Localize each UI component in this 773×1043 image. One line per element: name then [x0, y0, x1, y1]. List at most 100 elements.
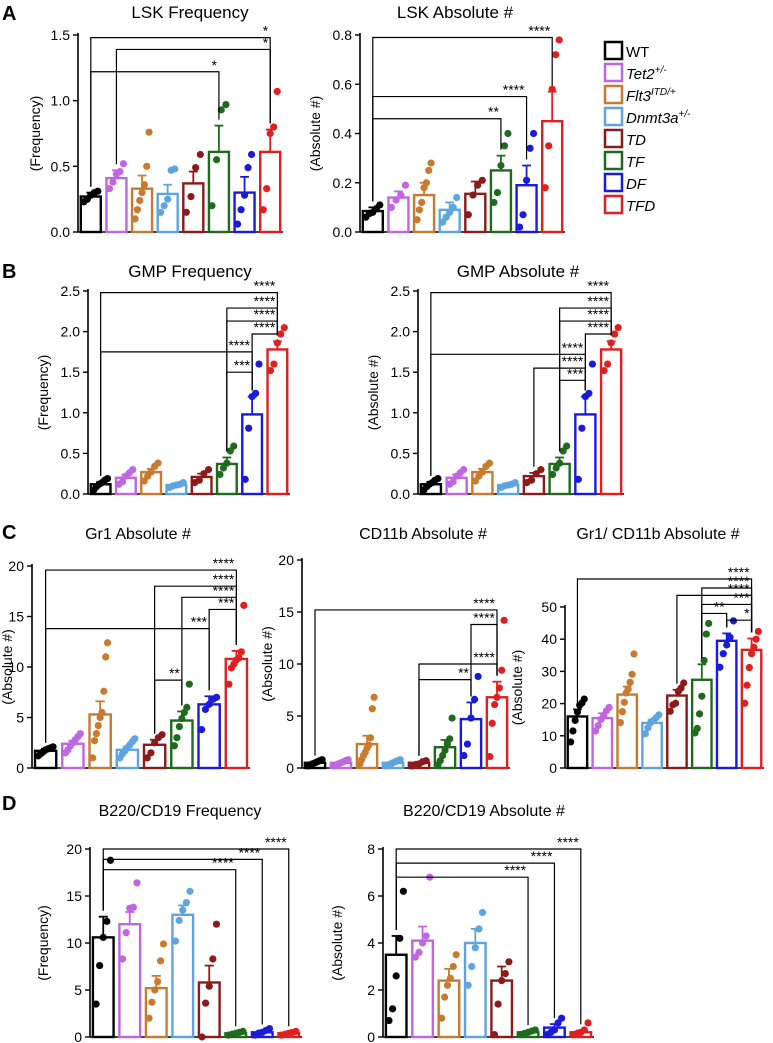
significance-label: **** — [212, 855, 234, 871]
data-point — [498, 666, 506, 674]
data-point — [133, 879, 141, 887]
legend-label-flt3: Flt3ITD/+ — [626, 87, 676, 105]
legend-swatch — [603, 194, 624, 215]
data-point — [147, 749, 155, 757]
data-point — [241, 475, 249, 483]
y-axis-label: (Frequency) — [35, 905, 51, 980]
data-point — [151, 739, 159, 747]
y-tick-label: 30 — [541, 663, 557, 679]
data-point — [138, 189, 146, 197]
data-point — [164, 195, 172, 203]
data-point — [171, 937, 180, 945]
chart-gr1-cd11b-absolute: Gr1/ CD11b Absolute # (Absolute #) 0 10 20 30… — [509, 526, 764, 776]
data-point — [594, 721, 602, 730]
significance-label: **** — [562, 353, 584, 369]
data-point — [244, 164, 252, 172]
data-point — [399, 887, 407, 895]
data-point — [702, 630, 710, 638]
data-point — [628, 670, 636, 678]
data-point — [175, 916, 183, 925]
data-point — [745, 663, 753, 672]
legend: WT Tet2+/- Flt3ITD/+ Dnmt3a+/- TD TF DF — [603, 40, 692, 215]
data-point — [385, 1016, 393, 1025]
data-point — [119, 160, 128, 168]
data-point — [159, 940, 168, 948]
data-point — [143, 162, 151, 170]
significance-bracket — [314, 609, 498, 756]
significance-label: **** — [503, 82, 525, 98]
significance-label: * — [263, 34, 269, 50]
y-tick-label: 5 — [16, 710, 24, 726]
data-point — [179, 479, 187, 487]
y-tick-label: 0.5 — [391, 445, 411, 461]
data-point — [266, 366, 275, 375]
significance-bracket — [418, 679, 472, 756]
bar — [490, 979, 514, 1039]
data-point — [147, 468, 155, 476]
y-tick-label: 2.5 — [61, 283, 81, 299]
data-point — [705, 619, 713, 628]
data-point — [463, 740, 472, 748]
chart-b220-cd19-absolute: B220/CD19 Absolute # (Absolute #) 0 2 4 6 8 ***… — [329, 803, 594, 1043]
data-point — [145, 128, 153, 136]
data-point — [143, 754, 151, 762]
y-axis-label: (Absolute #) — [329, 905, 345, 980]
data-point — [493, 693, 501, 701]
y-axis-label: (Frequency) — [35, 355, 51, 430]
data-point — [247, 150, 256, 159]
data-point — [563, 442, 571, 450]
y-tick-label: 20 — [278, 552, 294, 568]
data-point — [488, 719, 496, 727]
chart-gmp-absolute: GMP Absolute # (Absolute #) 0.0 0.5 1.0 1.5 2.… — [365, 262, 624, 502]
y-axis-label: (Absolute #) — [509, 650, 525, 725]
data-point — [604, 360, 612, 368]
data-point — [106, 856, 115, 864]
data-point — [716, 663, 724, 671]
legend-label-sup: +/- — [679, 109, 692, 120]
significance-bracket — [102, 869, 237, 1027]
y-tick-label: 10 — [541, 728, 557, 744]
data-point — [240, 191, 249, 199]
data-point — [578, 424, 586, 432]
y-tick-label: 2.0 — [61, 324, 81, 340]
data-point — [545, 142, 553, 150]
data-point — [396, 934, 404, 942]
data-point — [156, 957, 165, 965]
data-point — [418, 939, 427, 947]
chart-lsk-absolute: LSK Absolute # (Absolute #) 0.0 0.2 0.4 0.6 0.… — [307, 3, 565, 240]
legend-entry-df: DF — [603, 172, 647, 193]
data-point — [49, 743, 57, 751]
data-point — [614, 323, 622, 332]
y-tick-label: 0.2 — [333, 175, 353, 191]
data-point — [292, 1027, 300, 1035]
data-point — [693, 724, 701, 732]
data-point — [422, 179, 430, 187]
y-tick-label: 1.0 — [61, 405, 81, 421]
data-point — [387, 203, 396, 211]
data-point — [76, 730, 84, 738]
chart-title: LSK Absolute # — [397, 3, 514, 22]
data-point — [600, 366, 608, 375]
data-point — [698, 692, 706, 700]
data-point — [741, 699, 749, 707]
data-point — [446, 735, 454, 743]
data-point — [270, 123, 278, 131]
data-point — [478, 468, 486, 476]
data-point — [96, 961, 104, 970]
significance-bracket — [372, 118, 502, 202]
data-point — [136, 196, 144, 205]
significance-bracket — [115, 48, 271, 165]
data-point — [497, 161, 505, 170]
data-point — [500, 616, 508, 624]
data-point — [344, 756, 352, 764]
data-point — [541, 184, 549, 192]
data-point — [368, 705, 376, 713]
data-point — [719, 650, 727, 658]
data-point — [501, 969, 509, 978]
data-point — [154, 459, 162, 467]
bar — [197, 703, 221, 770]
data-point — [418, 198, 426, 207]
legend-label-tfd: TFD — [626, 198, 655, 215]
chart-title: Gr1 Absolute # — [85, 526, 191, 543]
bar — [171, 913, 195, 1039]
